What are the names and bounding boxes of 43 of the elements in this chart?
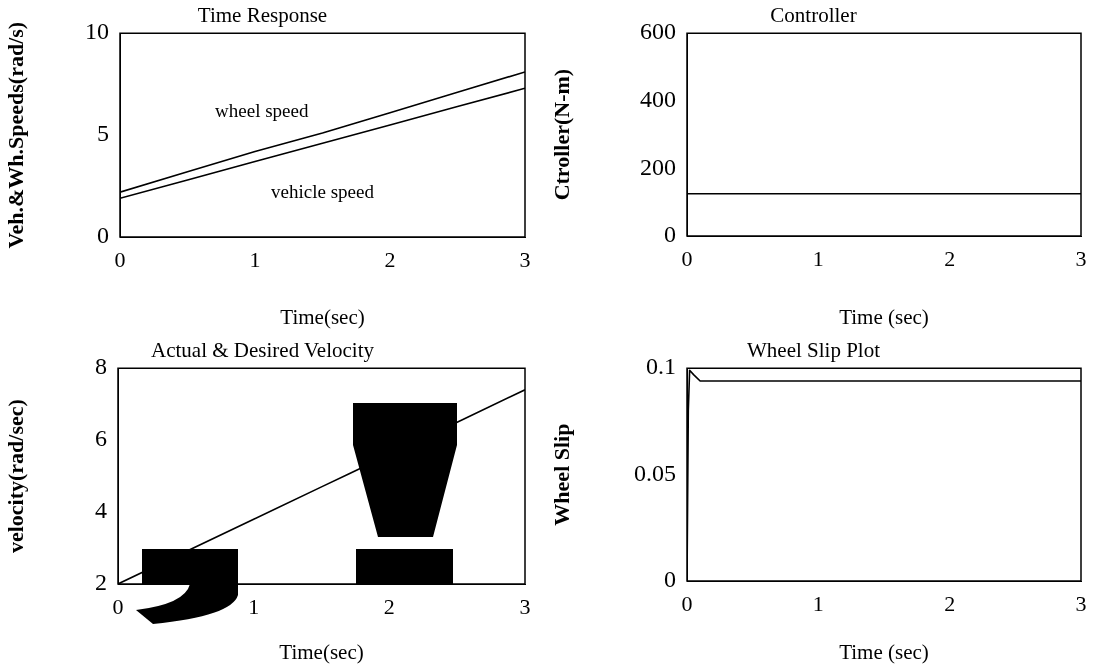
x-tick-label: 0 [681,590,693,616]
y-tick-label: 8 [95,353,107,380]
x-tick-label: 2 [384,246,396,272]
x-tick-label: 3 [1075,245,1087,271]
y-tick-label: 200 [640,153,676,180]
y-tick-label: 0 [664,566,676,593]
y-tick-label: 0.1 [646,353,676,380]
x-tick-label: 2 [944,590,956,616]
x-tick-label: 1 [248,593,260,619]
x-tick-label: 2 [944,245,956,271]
y-tick-label: 400 [640,86,676,113]
x-tick-label: 3 [519,593,531,619]
y-axis-title: Veh.&Wh.Speeds(rad/s) [2,21,28,249]
x-tick-label: 3 [519,246,531,272]
x-axis-title: Time (sec) [839,639,929,664]
x-tick-label: 1 [249,246,261,272]
x-tick-label: 0 [114,246,126,272]
y-tick-label: 2 [95,569,107,596]
y-tick-label: 5 [97,120,109,147]
y-axis-title: Ctroller(N-m) [548,68,574,201]
x-tick-label: 0 [681,245,693,271]
annotation: wheel speed [215,99,309,121]
x-axis-title: Time(sec) [279,639,364,664]
x-tick-label: 2 [383,593,395,619]
x-tick-label: 1 [812,245,824,271]
y-tick-label: 0.05 [634,459,676,486]
y-tick-label: 0 [97,222,109,249]
y-tick-label: 6 [95,425,107,452]
y-axis-title: Wheel Slip [548,423,574,526]
chart-title: Controller [770,3,857,28]
y-tick-label: 600 [640,18,676,45]
y-tick-label: 0 [664,221,676,248]
y-tick-label: 4 [95,497,107,524]
chart-title: Wheel Slip Plot [747,338,881,363]
x-axis-title: Time (sec) [839,304,929,329]
x-tick-label: 1 [812,590,824,616]
annotation: vehicle speed [271,181,375,203]
x-tick-label: 3 [1075,590,1087,616]
chart-title: Actual & Desired Velocity [151,338,375,363]
chart-title: Time Response [197,3,328,28]
x-axis-title: Time(sec) [280,304,365,329]
y-tick-label: 10 [85,18,109,45]
y-axis-title: velocity(rad/sec) [2,399,28,554]
